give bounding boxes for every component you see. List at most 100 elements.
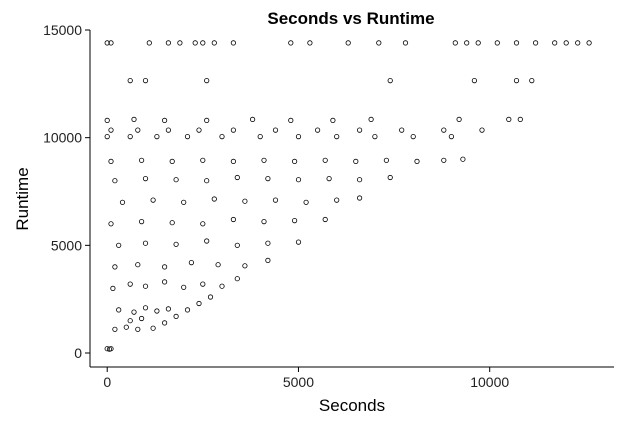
data-point [295,177,302,183]
data-point [230,158,236,164]
data-point [162,279,168,285]
data-point [106,346,113,352]
data-point [139,315,145,322]
data-point [139,219,145,225]
data-point [162,264,168,270]
data-point [506,116,512,123]
data-point [184,134,191,140]
data-point [410,134,416,140]
data-point [204,178,210,184]
data-point [104,40,110,46]
data-point [372,134,378,140]
data-point [211,196,217,202]
data-point [200,157,206,163]
data-point [142,283,149,289]
data-point [173,313,179,319]
data-point [204,117,210,124]
data-point [326,176,332,182]
data-point [184,307,191,313]
data-point [127,318,133,324]
data-point [173,177,179,183]
data-point [162,320,168,326]
data-point [188,259,194,266]
data-point [139,157,145,163]
data-point [257,134,263,140]
x-ticks: 0 5000 10000 [103,367,509,390]
data-point [162,117,168,124]
data-point [196,300,202,307]
data-point [452,40,458,46]
data-point [456,116,462,123]
data-point [200,221,206,227]
data-point [169,158,175,164]
data-point [123,324,129,330]
data-point [154,308,160,314]
data-point [383,157,389,163]
data-point [586,40,592,46]
data-point [131,116,137,123]
data-point [181,199,187,205]
data-point [150,325,156,331]
data-point [261,157,267,163]
y-tick-label: 5000 [51,237,82,253]
data-point [368,116,374,123]
data-point [234,174,240,181]
data-point [513,78,520,84]
data-point [353,158,359,164]
data-point [575,40,581,46]
data-point [314,127,321,133]
x-axis-title: Seconds [319,396,385,415]
data-point [330,117,336,124]
data-point [131,309,137,315]
x-tick-label: 10000 [470,374,509,390]
data-point [356,127,363,133]
x-tick-label: 0 [103,374,111,390]
data-point [154,134,160,140]
data-point [399,127,405,133]
data-point [234,242,240,248]
data-point [204,238,210,244]
data-point [165,127,171,133]
data-point [112,178,118,184]
data-point [108,127,114,133]
data-point [414,158,420,164]
data-point [135,262,141,268]
data-point [215,262,221,268]
data-point [230,216,236,223]
data-point [529,78,535,84]
data-point [356,177,363,183]
y-ticks: 0 5000 10000 15000 [43,22,90,361]
data-point [192,40,198,46]
data-point [291,218,298,224]
y-tick-label: 15000 [43,22,82,38]
data-point [460,156,466,162]
data-point [471,78,477,84]
data-point [387,174,393,181]
data-point [272,197,279,203]
x-tick-label: 5000 [283,374,314,390]
data-point [303,199,309,205]
data-point [116,307,122,313]
data-point [181,284,187,290]
data-point [513,40,520,46]
data-point [108,221,114,227]
y-axis-title: Runtime [13,167,32,230]
data-point [552,40,558,46]
data-point [108,158,114,164]
data-point [200,40,206,46]
data-point [475,40,481,46]
data-point [104,117,110,124]
data-point [479,127,485,133]
data-point [207,294,214,300]
data-point [234,276,240,282]
data-point [135,127,141,133]
data-point [104,134,110,140]
data-point [142,305,149,311]
data-point [250,116,256,123]
data-point [127,78,133,84]
data-point [322,157,328,163]
data-point [242,198,248,204]
data-point [135,326,141,332]
